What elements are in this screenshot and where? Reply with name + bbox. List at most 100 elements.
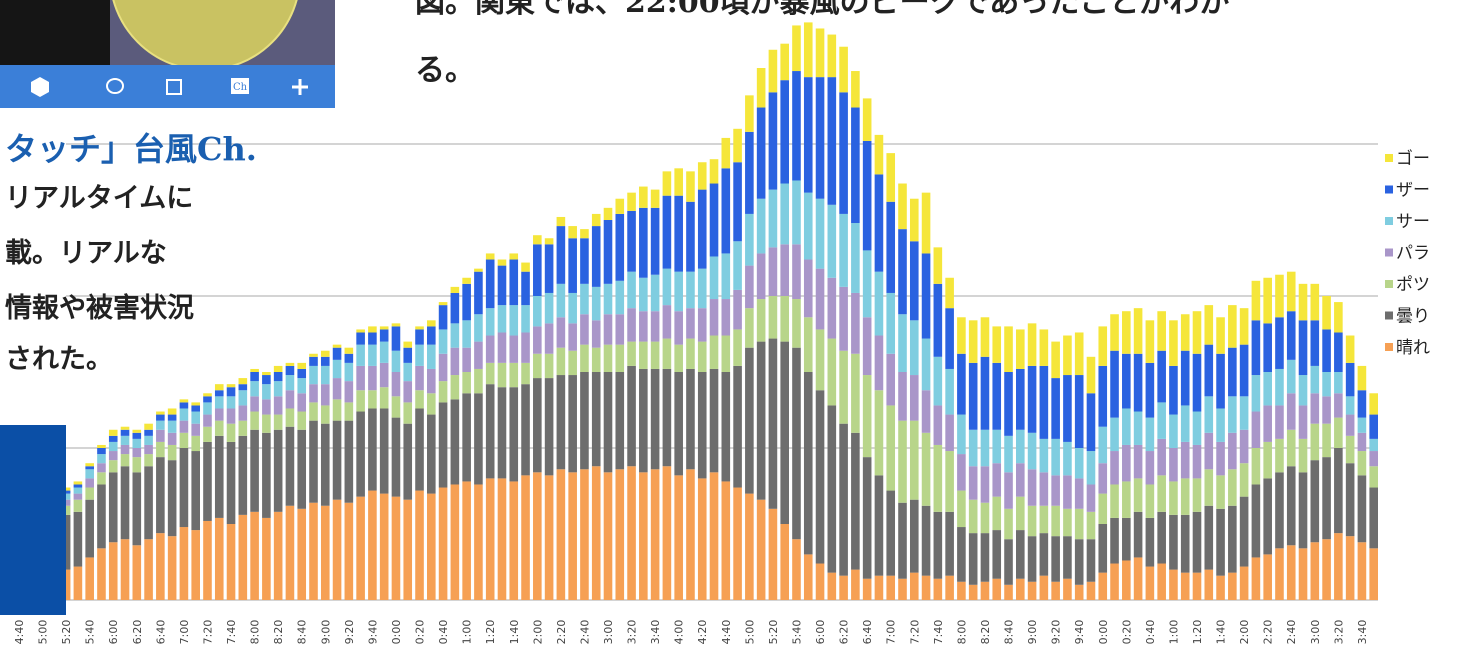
bar-segment — [769, 296, 778, 339]
bar-segment — [1204, 506, 1213, 570]
bar-segment — [615, 372, 624, 469]
bar-segment — [215, 390, 224, 396]
bar-segment — [486, 336, 495, 363]
bar-segment — [710, 472, 719, 600]
bar-segment — [509, 260, 518, 306]
bar-segment — [1193, 512, 1202, 573]
bar-segment — [1110, 518, 1119, 564]
bar-segment — [180, 448, 189, 527]
bar-segment — [1169, 515, 1178, 570]
bar-segment — [1358, 451, 1367, 475]
bar-segment — [710, 336, 719, 369]
bar-segment — [981, 533, 990, 582]
bar-segment — [203, 415, 212, 427]
bar-segment — [1311, 460, 1320, 542]
bar-segment — [828, 339, 837, 406]
bar-segment — [1287, 272, 1296, 312]
bar-segment — [580, 372, 589, 469]
bar-segment — [545, 293, 554, 323]
bar-segment — [1299, 548, 1308, 600]
legend-label: 曇り — [1396, 307, 1430, 327]
bar-segment — [239, 390, 248, 405]
bar-segment — [97, 472, 106, 484]
bar-segment — [804, 22, 813, 77]
bar-segment — [804, 554, 813, 600]
bar-segment — [1216, 509, 1225, 576]
bar-segment — [545, 378, 554, 475]
legend-swatch — [1385, 249, 1393, 257]
bar-segment — [121, 430, 130, 436]
bar-segment — [333, 500, 342, 600]
bar-segment — [156, 421, 165, 430]
bar-segment — [368, 408, 377, 490]
bar-segment — [615, 281, 624, 314]
bar-segment — [757, 253, 766, 299]
bar-segment — [1275, 369, 1284, 405]
bar-segment — [380, 329, 389, 341]
bar-segment — [168, 433, 177, 445]
bar-segment — [498, 305, 507, 332]
bar-segment — [486, 363, 495, 384]
bar-segment — [615, 345, 624, 372]
bar-segment — [239, 515, 248, 600]
bar-segment — [886, 405, 895, 490]
bar-segment — [1134, 557, 1143, 600]
bar-segment — [286, 506, 295, 600]
bar-segment — [1322, 539, 1331, 600]
bar-segment — [1063, 579, 1072, 600]
bar-segment — [345, 402, 354, 420]
bar-segment — [215, 396, 224, 408]
x-tick-label: 7:40 — [932, 620, 945, 645]
x-tick-label: 0:40 — [1144, 620, 1157, 645]
bar-segment — [1169, 448, 1178, 481]
bar-segment — [392, 326, 401, 350]
bar-segment — [533, 296, 542, 326]
bar-segment — [1051, 475, 1060, 505]
bar-segment — [356, 345, 365, 366]
bar-segment — [403, 342, 412, 348]
bar-segment — [1334, 332, 1343, 372]
bar-segment — [722, 253, 731, 299]
bar-segment — [981, 357, 990, 430]
bar-segment — [498, 478, 507, 600]
bar-segment — [1146, 567, 1155, 600]
bar-segment — [509, 253, 518, 259]
bar-segment — [969, 533, 978, 585]
bar-segment — [180, 433, 189, 448]
bar-segment — [380, 387, 389, 408]
bar-segment — [1299, 472, 1308, 548]
bar-segment — [945, 512, 954, 576]
bar-segment — [604, 314, 613, 344]
bar-segment — [663, 269, 672, 305]
x-tick-label: 5:20 — [767, 620, 780, 645]
x-tick-label: 6:40 — [861, 620, 874, 645]
x-tick-label: 6:20 — [131, 620, 144, 645]
bar-segment — [121, 436, 130, 445]
bar-segment — [168, 460, 177, 536]
bar-segment — [1051, 378, 1060, 439]
bar-segment — [1299, 375, 1308, 405]
bar-segment — [1216, 317, 1225, 353]
bar-segment — [144, 539, 153, 600]
bar-segment — [1240, 345, 1249, 397]
bar-segment — [203, 393, 212, 396]
bar-segment — [1275, 472, 1284, 548]
bar-segment — [592, 348, 601, 372]
bar-segment — [1181, 515, 1190, 573]
bar-segment — [227, 384, 236, 387]
bar-segment — [651, 208, 660, 275]
bar-segment — [109, 436, 118, 442]
x-tick-label: 3:20 — [1332, 620, 1345, 645]
bar-segment — [1098, 463, 1107, 493]
bar-segment — [639, 187, 648, 208]
bar-segment — [580, 284, 589, 314]
bar-segment — [309, 421, 318, 503]
bar-segment — [686, 339, 695, 369]
bar-segment — [1075, 332, 1084, 375]
bar-segment — [239, 384, 248, 390]
bar-segment — [981, 582, 990, 600]
bar-segment — [651, 469, 660, 600]
bar-segment — [1240, 463, 1249, 496]
bar-segment — [474, 484, 483, 600]
bar-segment — [451, 399, 460, 484]
